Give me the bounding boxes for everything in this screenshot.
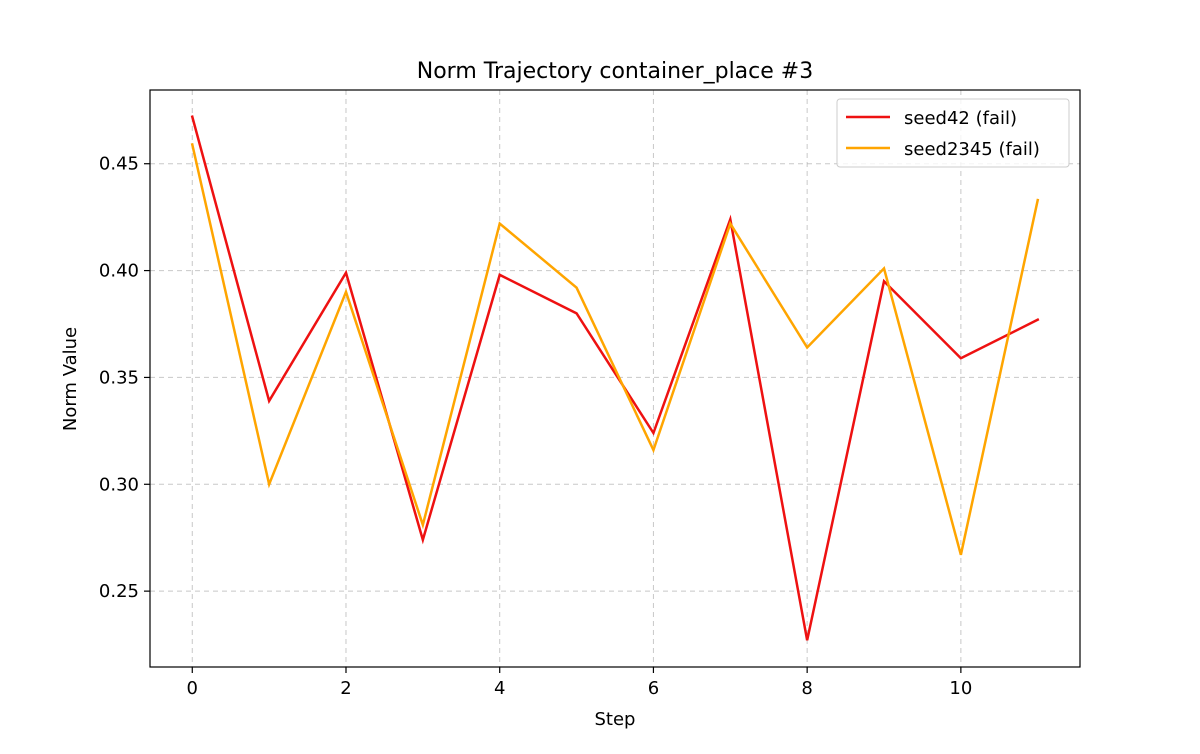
legend-label-seed42: seed42 (fail)	[904, 108, 1017, 129]
legend: seed42 (fail) seed2345 (fail)	[837, 99, 1069, 167]
chart-title: Norm Trajectory container_place #3	[417, 59, 813, 84]
y-tick-label: 0.35	[99, 367, 139, 388]
y-tick-label: 0.25	[99, 581, 139, 602]
y-axis-label: Norm Value	[60, 327, 81, 431]
x-tick-label: 0	[187, 678, 198, 699]
x-axis-label: Step	[595, 709, 636, 730]
x-tick-label: 8	[801, 678, 812, 699]
x-tick-label: 4	[494, 678, 505, 699]
x-tick-label: 6	[648, 678, 659, 699]
legend-label-seed2345: seed2345 (fail)	[904, 139, 1040, 160]
y-tick-label: 0.30	[99, 474, 139, 495]
y-tick-label: 0.40	[99, 261, 139, 282]
x-tick-label: 10	[949, 678, 972, 699]
y-tick-label: 0.45	[99, 154, 139, 175]
x-tick-label: 2	[340, 678, 351, 699]
